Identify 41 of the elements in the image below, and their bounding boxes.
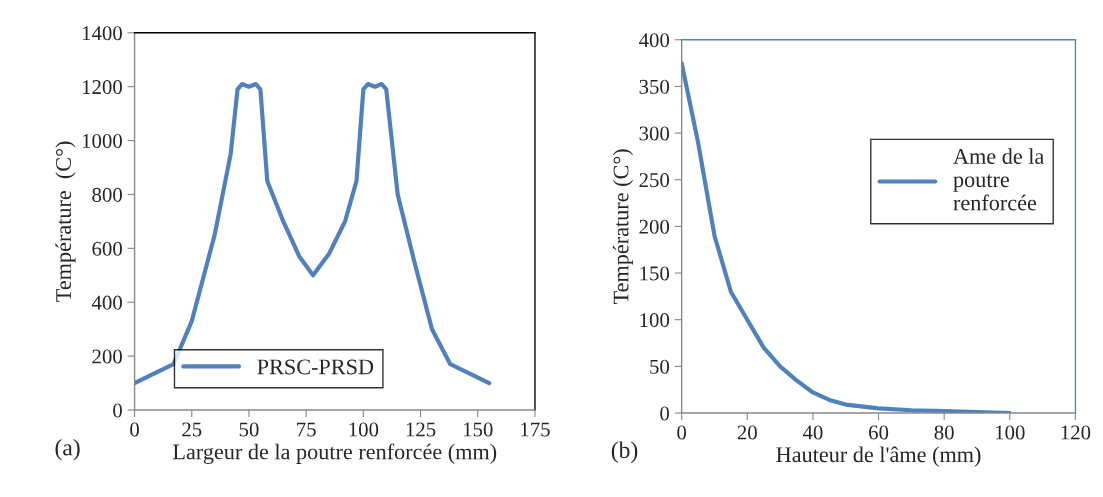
x-tick-label: 0 — [677, 425, 687, 440]
y-tick-label: 250 — [639, 173, 670, 188]
x-axis-title: Hauteur de l'âme (mm) — [776, 446, 981, 467]
text: (b) — [611, 441, 638, 463]
x-tick-label: 50 — [239, 422, 259, 437]
x-tick-label: 20 — [737, 425, 757, 440]
y-tick-label: 600 — [92, 241, 122, 256]
y-tick-label: 800 — [92, 187, 122, 202]
x-tick-label: 25 — [182, 422, 202, 437]
line-series — [134, 81, 492, 386]
x-tick-label: 120 — [1061, 425, 1091, 440]
x-tick-label: 0 — [130, 422, 139, 437]
x-tick-label: 80 — [934, 425, 954, 440]
y-tick-label: 350 — [639, 79, 670, 94]
y-tick-label: 1400 — [82, 26, 122, 41]
y-tick-label: 50 — [650, 359, 670, 374]
x-tick-label: 40 — [802, 425, 823, 440]
y-tick-label: 100 — [640, 313, 670, 328]
y-tick-label: 1200 — [82, 80, 122, 95]
x-tick-label: 175 — [521, 422, 550, 437]
x-tick-label: 125 — [406, 422, 436, 437]
x-tick-label: 100 — [996, 425, 1025, 440]
legend-label: PRSC-PRSD — [257, 359, 374, 375]
y-tick-label: 400 — [639, 33, 670, 48]
text: (a) — [55, 438, 80, 461]
y-tick-label: 0 — [660, 406, 670, 421]
y-axis-title: Température (C°) — [55, 141, 76, 302]
y-tick-label: 300 — [639, 126, 670, 141]
y-tick-label: 200 — [639, 219, 670, 234]
x-axis-title: Largeur de la poutre renforcée (mm) — [173, 443, 497, 464]
x-tick-label: 100 — [349, 422, 379, 437]
x-tick-label: 150 — [463, 422, 493, 437]
x-tick-label: 60 — [869, 425, 889, 440]
x-tick-label: 75 — [297, 422, 316, 437]
legend-label: Ame de la poutre renforcée — [953, 148, 1045, 211]
y-axis-title: Température (C°) — [612, 149, 634, 304]
y-tick-label: 200 — [92, 349, 122, 364]
y-tick-label: 400 — [91, 295, 122, 310]
y-tick-label: 150 — [640, 266, 670, 281]
y-tick-label: 1000 — [82, 133, 122, 149]
y-tick-label: 0 — [113, 403, 122, 418]
